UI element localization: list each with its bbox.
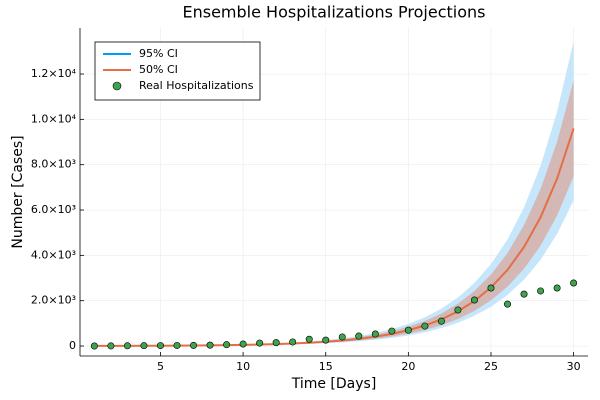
data-point [388,327,396,335]
x-tick-label: 5 [157,360,164,373]
y-tick-label: 2.0×10³ [31,294,76,307]
x-tick-label: 20 [401,360,415,373]
data-point [487,284,495,292]
data-point [123,342,131,350]
data-point [553,284,561,292]
data-point [223,341,231,349]
data-point [272,339,280,347]
data-point [239,340,247,348]
data-point [206,341,214,349]
data-point [190,341,198,349]
data-point [537,287,545,295]
data-point [107,342,115,350]
legend-label: Real Hospitalizations [139,79,254,92]
data-point [289,338,297,346]
data-point [156,342,164,350]
data-point [437,317,445,325]
y-tick-label: 6.0×10³ [31,203,76,216]
legend-label: 50% CI [139,63,178,76]
data-point [256,339,264,347]
data-point [454,306,462,314]
y-tick-label: 8.0×10³ [31,158,76,171]
data-point [470,296,478,304]
data-point [371,330,379,338]
median-line [94,128,575,347]
chart-title: Ensemble Hospitalizations Projections [183,3,486,22]
data-point [90,342,98,350]
data-point [520,290,528,298]
y-tick-label: 1.2×10⁴ [31,67,77,80]
data-point [504,300,512,308]
x-axis-label: Time [Days] [291,376,377,392]
data-point [305,335,313,343]
data-point [421,322,429,330]
ci-band [94,80,574,346]
data-point [404,326,412,334]
y-tick-label: 1.0×10⁴ [31,112,77,125]
y-tick-label: 0 [69,339,76,352]
x-tick-label: 10 [236,360,250,373]
x-tick-label: 30 [567,360,581,373]
legend-label: 95% CI [139,47,178,60]
data-point [140,342,148,350]
data-point [322,336,330,344]
data-point [355,332,363,340]
legend-marker [112,81,122,91]
legend: 95% CI 50% CI Real Hospitalizations [94,41,261,101]
data-point [570,279,578,287]
y-tick-label: 4.0×10³ [31,248,76,261]
x-tick-label: 15 [319,360,333,373]
x-tick-label: 25 [484,360,498,373]
data-point [173,341,181,349]
y-axis-label: Number [Cases] [10,135,26,248]
data-point [338,333,346,341]
